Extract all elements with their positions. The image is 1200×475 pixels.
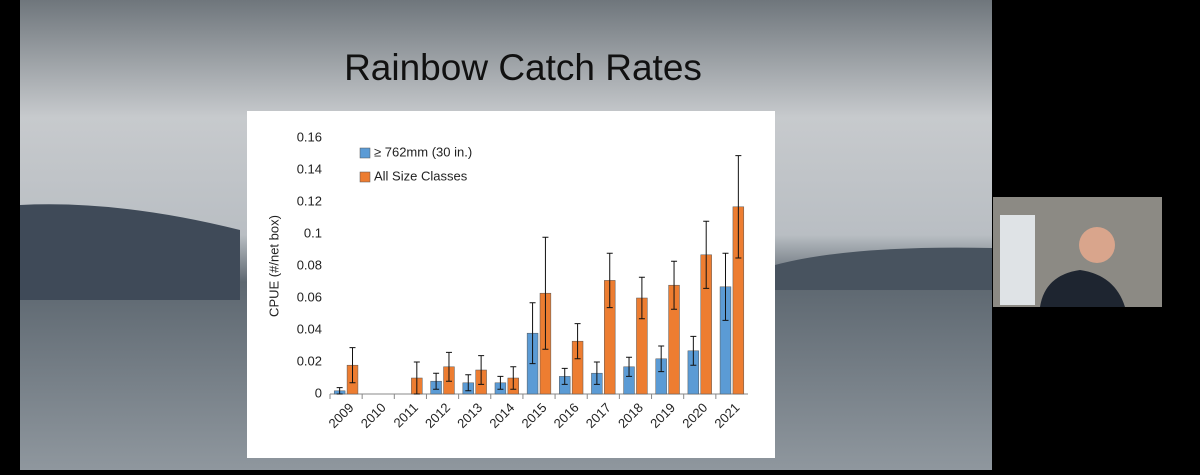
y-tick-label: 0.04	[297, 321, 322, 336]
error-bar	[445, 351, 452, 382]
legend-swatch	[359, 171, 371, 183]
error-bar	[722, 252, 729, 321]
error-bar	[529, 302, 536, 365]
error-bar	[735, 155, 742, 259]
person-head	[1079, 227, 1115, 263]
y-tick-label: 0.14	[297, 161, 322, 176]
y-tick-label: 0.06	[297, 289, 322, 304]
mountain	[20, 204, 240, 300]
person	[1040, 270, 1125, 307]
chart-box	[247, 111, 775, 458]
error-bar	[671, 260, 678, 310]
error-bar	[433, 372, 440, 390]
error-bar	[561, 367, 568, 385]
y-axis-label: CPUE (#/net box)	[266, 215, 281, 317]
window	[1000, 215, 1035, 305]
error-bar	[478, 355, 485, 385]
error-bar	[510, 366, 517, 390]
error-bar	[626, 356, 633, 377]
legend-label: ≥ 762mm (30 in.)	[374, 144, 472, 159]
y-tick-label: 0.02	[297, 353, 322, 368]
slide-title: Rainbow Catch Rates	[344, 47, 702, 88]
y-tick-label: 0.12	[297, 193, 322, 208]
error-bar	[465, 374, 472, 392]
error-bar	[497, 375, 504, 390]
y-tick-label: 0	[315, 385, 322, 400]
error-bar	[574, 323, 581, 360]
error-bar	[606, 252, 613, 309]
error-bar	[349, 347, 356, 384]
legend-swatch	[359, 147, 371, 159]
y-tick-label: 0.08	[297, 257, 322, 272]
error-bar	[658, 345, 665, 373]
error-bar	[703, 220, 710, 289]
error-bar	[593, 361, 600, 385]
legend-label: All Size Classes	[374, 168, 468, 183]
y-tick-label: 0.1	[304, 225, 322, 240]
mountain	[775, 247, 992, 290]
y-tick-label: 0.16	[297, 129, 322, 144]
error-bar	[542, 236, 549, 350]
error-bar	[638, 276, 645, 320]
error-bar	[690, 335, 697, 366]
error-bar	[336, 387, 343, 395]
error-bar	[413, 361, 420, 395]
